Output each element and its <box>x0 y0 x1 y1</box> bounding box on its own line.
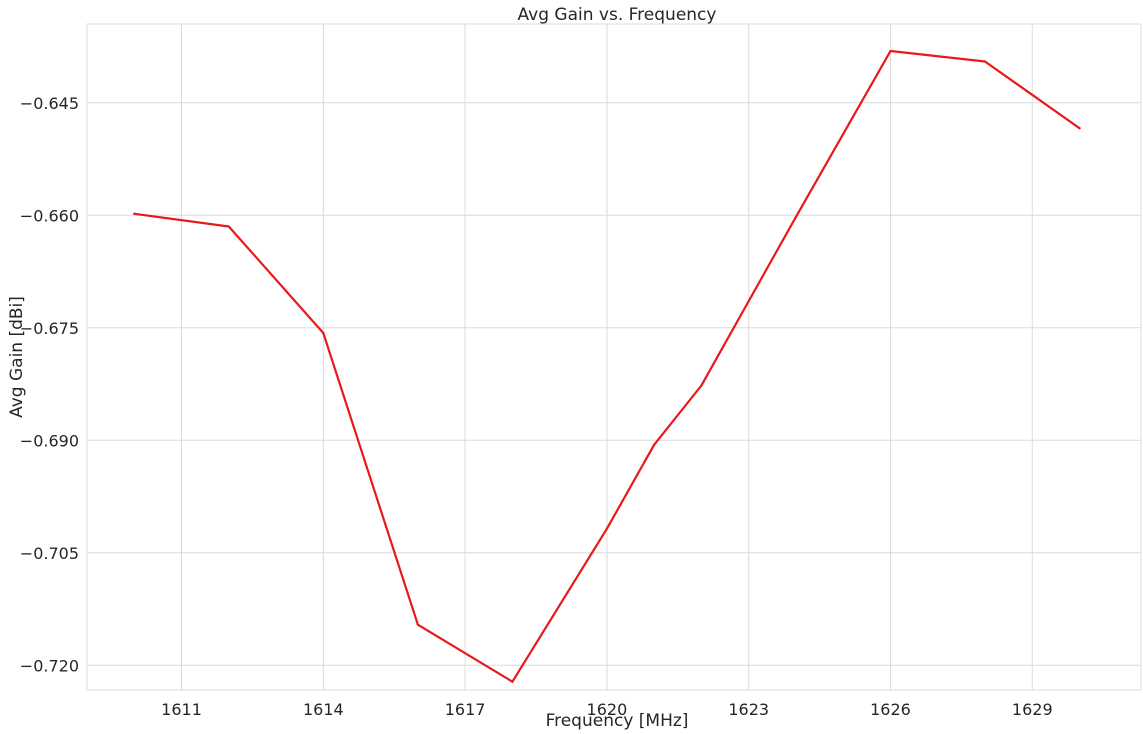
x-tick-label: 1617 <box>445 700 486 719</box>
chart-title: Avg Gain vs. Frequency <box>518 5 717 25</box>
data-point <box>653 443 656 446</box>
y-tick-label: −0.675 <box>20 319 79 338</box>
y-axis-label: Avg Gain [dBi] <box>7 296 27 418</box>
plot-area <box>86 23 1142 691</box>
data-point <box>133 212 136 215</box>
y-tick-labels: −0.645 −0.660 −0.675 −0.690 −0.705 −0.720 <box>20 94 79 676</box>
data-point <box>889 49 892 53</box>
x-tick-label: 1620 <box>587 700 628 719</box>
data-point <box>416 623 419 626</box>
y-tick-label: −0.705 <box>20 544 79 563</box>
series-layer <box>133 49 1081 683</box>
y-tick-label: −0.660 <box>20 206 79 225</box>
data-point <box>983 60 987 63</box>
data-point <box>605 527 609 530</box>
y-tick-label: −0.645 <box>20 94 79 113</box>
data-point <box>322 331 325 335</box>
y-tick-label: −0.720 <box>20 656 79 675</box>
x-tick-labels: 1611 1614 1617 1620 1623 1626 1629 <box>161 700 1052 719</box>
x-tick-label: 1623 <box>728 700 769 719</box>
y-tick-label: −0.690 <box>20 431 79 450</box>
series-line <box>133 49 1081 683</box>
x-tick-label: 1629 <box>1012 700 1053 719</box>
x-tick-label: 1614 <box>303 700 344 719</box>
x-gridlines <box>181 24 1033 690</box>
data-point <box>1078 127 1081 130</box>
x-tick-label: 1626 <box>870 700 911 719</box>
data-point <box>511 680 514 683</box>
y-gridlines <box>87 102 1141 666</box>
data-point <box>700 384 703 387</box>
data-point <box>794 215 798 218</box>
data-point <box>227 225 230 228</box>
x-tick-label: 1611 <box>161 700 202 719</box>
x-axis-label: Frequency [MHz] <box>546 711 689 731</box>
